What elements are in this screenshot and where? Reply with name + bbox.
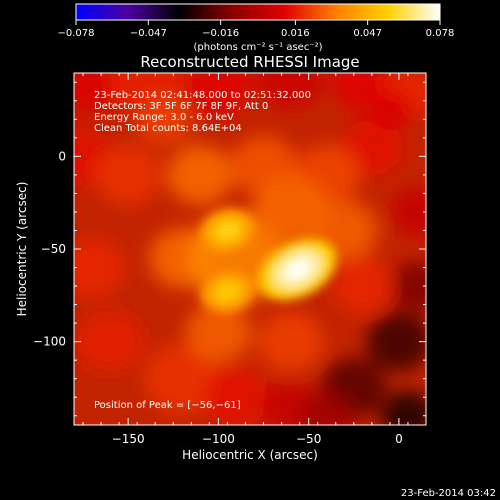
background-patch [203,367,270,425]
background-patch [332,258,394,315]
background-patch [74,73,117,113]
peak-position-label: Position of Peak = [−56,−61] [94,400,241,411]
background-patch [77,311,144,372]
footer-timestamp: 23-Feb-2014 03:42 [401,488,496,499]
heatmap-sources [200,209,337,313]
background-patch [143,343,221,414]
background-patch [365,311,426,372]
y-axis-label: Heliocentric Y (arcsec) [15,182,29,317]
x-tick-label: −100 [202,432,235,446]
heatmap-background-structure [74,73,426,425]
background-patch [389,186,426,237]
annotation-line: Detectors: 3F 5F 6F 7F 8F 9F, Att 0 [94,101,268,112]
background-patch [367,90,412,131]
colorbar-tick-label: −0.078 [57,28,94,39]
colorbar-tick-label: 0.047 [353,28,382,39]
y-tick-label: −50 [41,242,66,256]
colorbar-tick-label: 0.078 [426,28,455,39]
background-patch [252,176,330,247]
background-patch [299,390,355,425]
x-tick-label: 0 [395,432,403,446]
background-patch [185,73,252,116]
background-patch [167,144,234,205]
annotation-line: 23-Feb-2014 02:41:48.000 to 02:51:32.000 [94,90,311,101]
annotation-line: Clean Total counts: 8.64E+04 [94,123,242,134]
source-peak [285,259,310,280]
source-peak [219,223,236,238]
heatmap-image [74,73,426,425]
background-patch [74,237,126,298]
chart-title: Reconstructed RHESSI Image [140,53,359,71]
background-patch [380,390,426,425]
background-patch [185,302,252,363]
background-patch [95,144,162,205]
colorbar-units: (photons cm⁻² s⁻¹ asec⁻²) [193,42,322,53]
background-patch [341,119,403,176]
colorbar-ticks: −0.078 −0.047 −0.016 0.016 0.047 0.078 [57,20,454,39]
y-tick-label: −100 [33,335,66,349]
annotation-line: Energy Range: 3.0 - 6.0 keV [94,112,234,123]
annotation-block: 23-Feb-2014 02:41:48.000 to 02:51:32.000… [94,90,311,134]
x-axis: −150 −100 −50 0 [82,73,409,446]
x-tick-label: −150 [112,432,145,446]
background-patch [257,311,324,372]
colorbar-tick-label: −0.016 [202,28,239,39]
source-peak [219,284,236,299]
x-axis-label: Heliocentric X (arcsec) [182,448,318,462]
y-axis: 0 −50 −100 [33,81,426,417]
x-tick-label: −50 [296,432,321,446]
colorbar [75,3,441,21]
background-patch [136,94,192,145]
background-patch [257,73,324,109]
y-tick-label: 0 [58,149,66,163]
colorbar-tick-label: −0.047 [130,28,167,39]
background-patch [389,261,426,312]
colorbar-tick-label: 0.016 [281,28,310,39]
